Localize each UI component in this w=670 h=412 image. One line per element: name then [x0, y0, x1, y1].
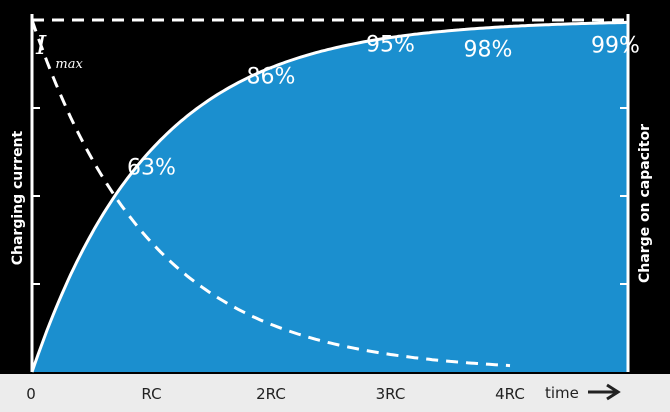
percent-label: 63%: [127, 155, 176, 180]
charge-curve: [30, 20, 630, 373]
x-axis-footer: [0, 374, 670, 412]
x-tick-label: 2RC: [256, 385, 286, 403]
right-axis-label: Charge on capacitor: [637, 124, 653, 283]
x-tick-label: RC: [141, 385, 161, 403]
x-tick-label: 0: [26, 385, 36, 403]
percent-label: 98%: [464, 37, 513, 62]
data-labels: 63% 86% 95% 98% 99%: [127, 33, 640, 181]
percent-label: 86%: [247, 65, 296, 90]
x-axis-label: time: [545, 384, 579, 402]
left-axis-ticks: [32, 107, 40, 285]
x-axis-arrow-icon: [588, 383, 621, 401]
percent-label: 95%: [366, 33, 415, 58]
imax-main-text: I: [35, 31, 47, 61]
percent-label: 99%: [591, 33, 640, 58]
right-axis-ticks: [620, 107, 628, 285]
charge-area: [32, 22, 630, 373]
x-tick-label: 4RC: [495, 385, 525, 403]
current-curve: [30, 19, 511, 368]
imax-label: I max: [35, 31, 83, 72]
x-tick-label: 3RC: [376, 385, 406, 403]
left-axis-label: Charging current: [10, 130, 26, 266]
x-axis-ticks: 0 RC 2RC 3RC 4RC: [26, 385, 525, 403]
imax-subscript: max: [55, 57, 83, 72]
